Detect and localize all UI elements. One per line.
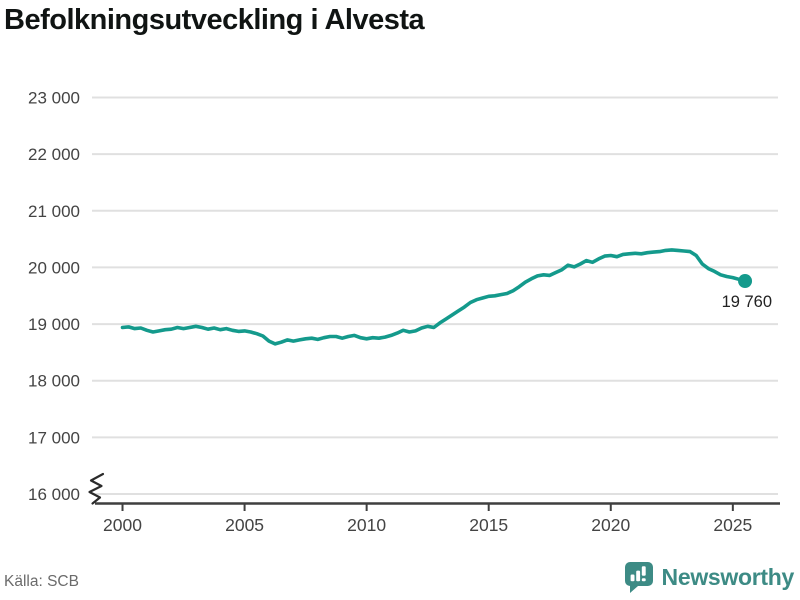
newsworthy-logo[interactable]: Newsworthy <box>624 561 794 594</box>
y-tick-label: 22 000 <box>28 145 80 164</box>
y-tick-label: 18 000 <box>28 372 80 391</box>
x-tick-label: 2020 <box>591 515 630 535</box>
y-tick-label: 17 000 <box>28 428 80 447</box>
x-tick-label: 2010 <box>347 515 386 535</box>
y-tick-label: 19 000 <box>28 315 80 334</box>
brand-name: Newsworthy <box>661 564 795 590</box>
x-tick-label: 2025 <box>713 515 752 535</box>
newsworthy-bar-chart-icon <box>624 562 653 593</box>
y-tick-label: 21 000 <box>28 202 80 221</box>
last-value-label: 19 760 <box>722 293 772 311</box>
x-tick-label: 2005 <box>225 515 264 535</box>
y-tick-label: 23 000 <box>28 89 80 108</box>
population-line <box>120 248 747 346</box>
y-axis-break-icon <box>88 472 105 505</box>
x-tick-label: 2000 <box>103 515 142 535</box>
y-tick-label: 16 000 <box>28 485 80 504</box>
last-point-marker <box>738 274 753 289</box>
source-label: Källa: SCB <box>4 573 79 590</box>
x-tick-label: 2015 <box>469 515 508 535</box>
chart-title: Befolkningsutveckling i Alvesta <box>4 4 425 36</box>
y-tick-label: 20 000 <box>28 258 80 277</box>
